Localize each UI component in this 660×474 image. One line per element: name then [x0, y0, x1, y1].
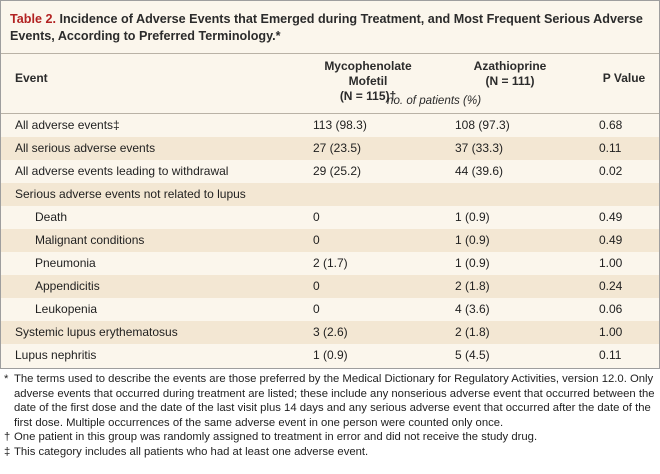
row-p-value: 1.00: [599, 256, 623, 270]
header-rule-top: [1, 53, 659, 54]
row-p-value: 1.00: [599, 325, 623, 339]
row-p-value: 0.02: [599, 164, 623, 178]
header-rule-bottom: [1, 113, 659, 114]
row-mmf-value: 0: [313, 210, 320, 224]
row-aza-value: 4 (3.6): [455, 302, 490, 316]
row-mmf-value: 3 (2.6): [313, 325, 348, 339]
footnote-mark: ‡: [4, 445, 11, 458]
row-p-value: 0.06: [599, 302, 623, 316]
row-aza-value: 2 (1.8): [455, 325, 490, 339]
footnote-2: † One patient in this group was randomly …: [4, 430, 656, 445]
row-mmf-value: 1 (0.9): [313, 348, 348, 362]
row-p-value: 0.49: [599, 210, 623, 224]
row-event: Malignant conditions: [35, 233, 145, 247]
table-title-text: Incidence of Adverse Events that Emerged…: [10, 12, 643, 43]
row-p-value: 0.11: [599, 348, 622, 362]
header-aza-name: Azathioprine: [473, 59, 547, 73]
row-aza-value: 1 (0.9): [455, 210, 490, 224]
row-event: All adverse events‡: [15, 118, 120, 132]
row-mmf-value: 0: [313, 279, 320, 293]
table-row: Death 0 1 (0.9) 0.49: [1, 206, 659, 229]
header-aza: Azathioprine (N = 111): [449, 59, 571, 89]
row-mmf-value: 27 (23.5): [313, 141, 362, 155]
row-aza-value: 108 (97.3): [455, 118, 510, 132]
table-title: Table 2. Incidence of Adverse Events tha…: [10, 11, 650, 45]
table-row: All serious adverse events 27 (23.5) 37 (3…: [1, 137, 659, 160]
header-event: Event: [15, 71, 48, 85]
row-mmf-value: 0: [313, 302, 320, 316]
row-mmf-value: 113 (98.3): [313, 118, 367, 132]
table-row: All adverse events‡ 113 (98.3) 108 (97.3) 0…: [1, 114, 659, 137]
header-mmf-n: (N = 115)†: [339, 89, 397, 103]
units-subheader: no. of patients (%): [387, 94, 482, 107]
table-frame: Table 2. Incidence of Adverse Events tha…: [0, 0, 660, 369]
row-p-value: 0.68: [599, 118, 623, 132]
row-mmf-value: 0: [313, 233, 320, 247]
row-event: Pneumonia: [35, 256, 96, 270]
row-event: Systemic lupus erythematosus: [15, 325, 178, 339]
row-aza-value: 44 (39.6): [455, 164, 504, 178]
footnote-mark: †: [4, 431, 11, 443]
table-row: Lupus nephritis 1 (0.9) 5 (4.5) 0.11: [1, 344, 659, 367]
table-row: Malignant conditions 0 1 (0.9) 0.49: [1, 229, 659, 252]
row-aza-value: 1 (0.9): [455, 233, 490, 247]
table-row: Serious adverse events not related to lu…: [1, 183, 659, 206]
row-mmf-value: 2 (1.7): [313, 256, 348, 270]
row-aza-value: 2 (1.8): [455, 279, 490, 293]
row-event: All serious adverse events: [15, 141, 156, 155]
row-mmf-value: 29 (25.2): [313, 164, 362, 178]
table-label: Table 2.: [10, 12, 56, 26]
row-p-value: 0.49: [599, 233, 623, 247]
header-p-value: P Value: [602, 71, 646, 85]
row-p-value: 0.24: [599, 279, 623, 293]
row-p-value: 0.11: [599, 141, 622, 155]
footnote-3: ‡ This category includes all patients who…: [4, 445, 656, 460]
header-mmf: Mycophenolate Mofetil (N = 115)†: [307, 59, 429, 104]
header-aza-n: (N = 111): [485, 74, 535, 88]
table-row: Leukopenia 0 4 (3.6) 0.06: [1, 298, 659, 321]
footnote-1: * The terms used to describe the events a…: [4, 372, 656, 430]
table-row: Systemic lupus erythematosus 3 (2.6) 2 (1.…: [1, 321, 659, 344]
footnote-text: The terms used to describe the events ar…: [14, 373, 655, 429]
footnotes: * The terms used to describe the events a…: [4, 372, 656, 459]
table-row: All adverse events leading to withdrawal…: [1, 160, 659, 183]
header-mmf-name: Mycophenolate Mofetil: [324, 59, 412, 88]
table-row: Pneumonia 2 (1.7) 1 (0.9) 1.00: [1, 252, 659, 275]
footnote-text: One patient in this group was randomly a…: [14, 431, 538, 443]
table-row: Appendicitis 0 2 (1.8) 0.24: [1, 275, 659, 298]
row-event: Death: [35, 210, 68, 224]
row-event: Leukopenia: [35, 302, 98, 316]
row-aza-value: 1 (0.9): [455, 256, 490, 270]
row-event: All adverse events leading to withdrawal: [15, 164, 229, 178]
row-aza-value: 37 (33.3): [455, 141, 504, 155]
footnote-text: This category includes all patients who …: [14, 445, 369, 458]
footnote-mark: *: [4, 373, 9, 385]
row-event: Serious adverse events not related to lu…: [15, 187, 246, 201]
row-aza-value: 5 (4.5): [455, 348, 490, 362]
row-event: Lupus nephritis: [15, 348, 97, 362]
row-event: Appendicitis: [35, 279, 100, 293]
